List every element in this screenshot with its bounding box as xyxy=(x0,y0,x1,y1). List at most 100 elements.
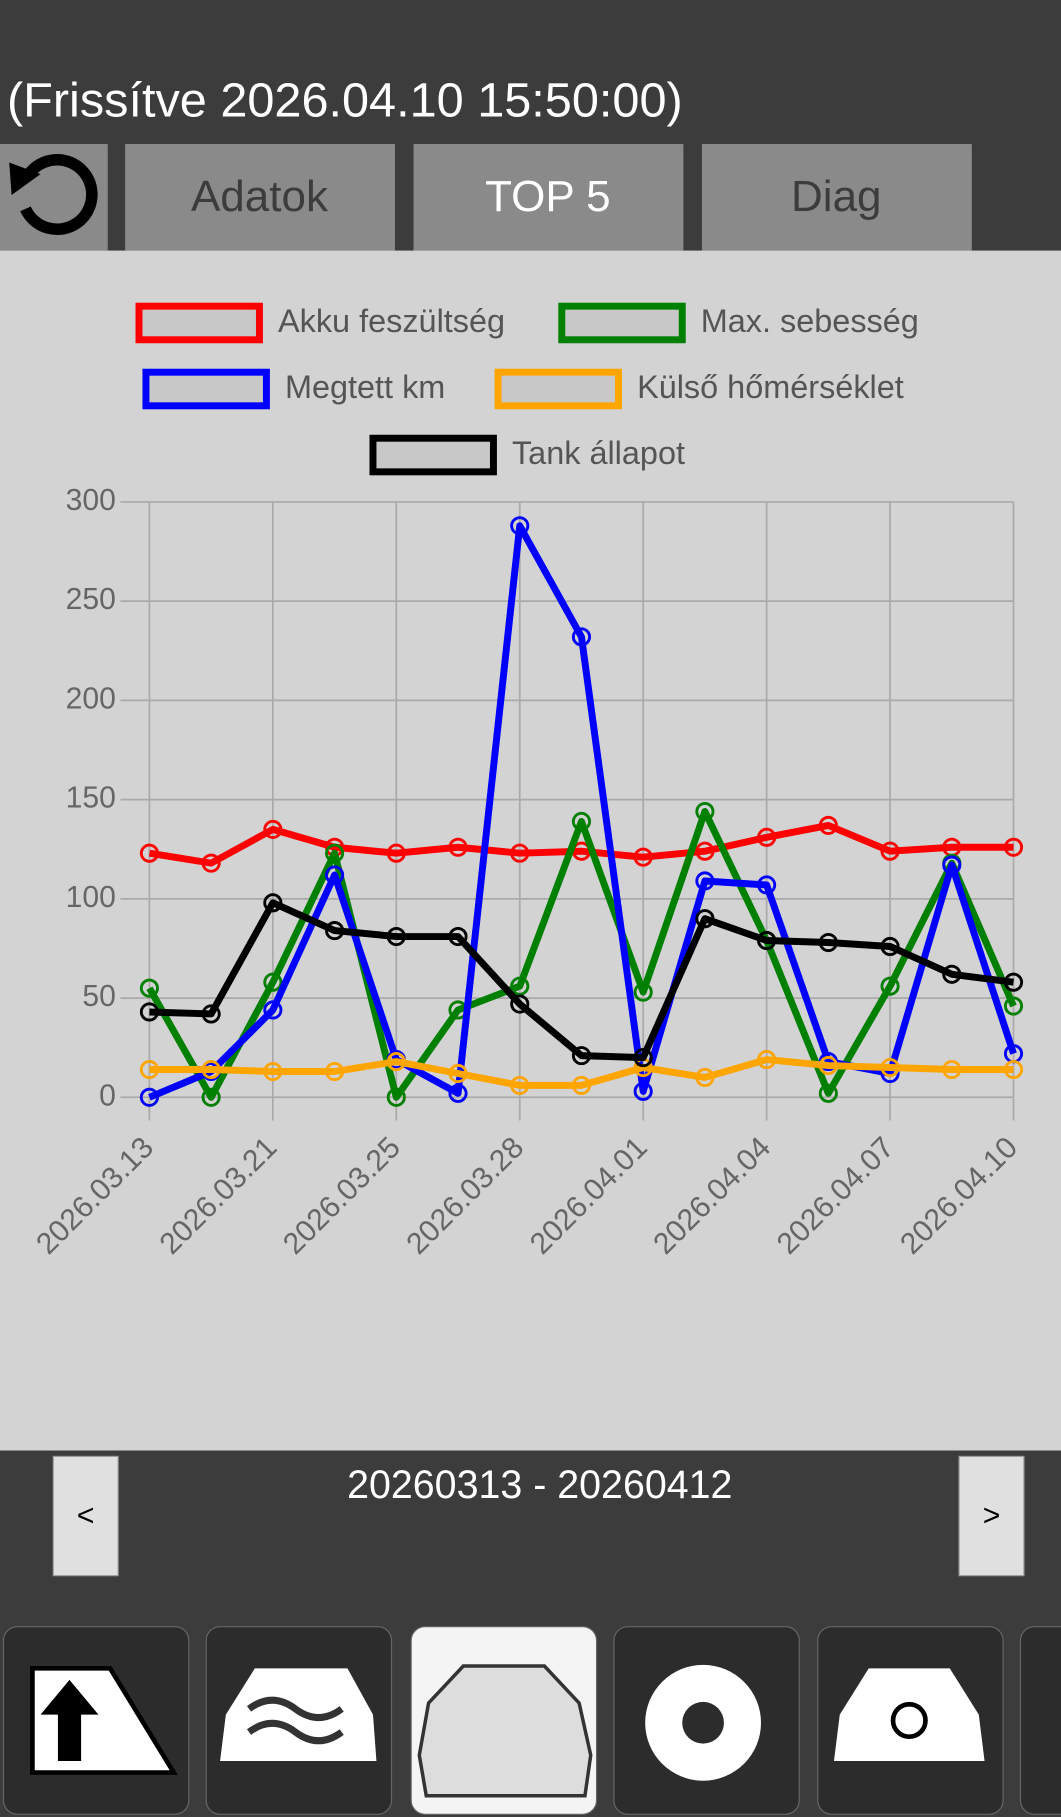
data-point xyxy=(139,1087,159,1107)
tab-label[interactable]: Diag xyxy=(791,172,882,221)
data-point xyxy=(880,1057,900,1078)
data-point xyxy=(757,1050,777,1070)
y-tick-label: 50 xyxy=(82,980,116,1013)
tab-bg[interactable] xyxy=(125,144,395,251)
data-point xyxy=(386,926,406,947)
data-point xyxy=(510,994,530,1014)
data-point xyxy=(263,1000,283,1020)
next-label[interactable]: > xyxy=(983,1500,1001,1533)
data-point xyxy=(510,516,530,536)
data-point xyxy=(1003,837,1024,857)
y-tick-label: 250 xyxy=(66,583,116,616)
y-tick-label: 200 xyxy=(66,682,116,715)
data-point xyxy=(818,1083,838,1103)
data-point xyxy=(510,976,530,996)
updated-title: (Frissítve 2026.04.10 15:50:00) xyxy=(7,73,683,127)
back-icon xyxy=(20,154,98,236)
data-point xyxy=(325,843,345,863)
data-point xyxy=(201,1004,221,1024)
data-point xyxy=(633,1081,653,1101)
data-point xyxy=(757,875,777,895)
y-tick-label: 100 xyxy=(66,881,116,914)
data-point xyxy=(1003,972,1024,992)
back-button[interactable] xyxy=(0,144,108,251)
legend-label: Tank állapot xyxy=(512,435,685,471)
data-point xyxy=(448,926,468,947)
data-point xyxy=(633,1048,653,1068)
legend-label: Akku feszültség xyxy=(278,303,505,339)
data-point xyxy=(201,1087,221,1107)
legend-swatch xyxy=(558,302,686,344)
nav-icon xyxy=(890,1701,928,1739)
legend-label: Megtett km xyxy=(285,369,445,405)
data-point xyxy=(201,853,221,873)
tab-bg[interactable] xyxy=(701,144,972,251)
data-point xyxy=(139,843,159,863)
nav-icon xyxy=(246,1696,344,1745)
data-point xyxy=(448,1063,468,1084)
data-point xyxy=(571,811,592,832)
legend-swatch xyxy=(369,434,497,476)
data-point xyxy=(1003,1059,1024,1080)
tab-label[interactable]: TOP 5 xyxy=(485,172,611,221)
data-point xyxy=(695,1067,715,1088)
data-point xyxy=(880,936,900,957)
data-point xyxy=(880,976,900,996)
data-point xyxy=(139,978,159,998)
tab-label[interactable]: Adatok xyxy=(191,172,329,221)
data-point xyxy=(942,1059,962,1080)
data-point xyxy=(325,1061,345,1082)
back-arrow xyxy=(9,162,41,195)
series-line xyxy=(146,808,1017,1101)
y-tick-label: 0 xyxy=(99,1079,116,1112)
legend-swatch xyxy=(135,302,263,344)
prev-label[interactable]: < xyxy=(77,1500,95,1533)
data-point xyxy=(695,871,715,891)
data-point xyxy=(325,921,345,941)
data-point xyxy=(263,972,283,992)
y-tick-label: 150 xyxy=(66,782,116,815)
data-point xyxy=(942,855,962,875)
data-point xyxy=(510,1075,530,1095)
data-point xyxy=(757,930,777,951)
data-point xyxy=(695,801,715,822)
data-point xyxy=(1003,996,1024,1016)
data-point xyxy=(942,964,962,984)
data-point xyxy=(139,1002,159,1022)
range-label: 20260313 - 20260412 xyxy=(347,1463,732,1507)
legend-swatch xyxy=(494,368,623,410)
data-point xyxy=(818,815,838,835)
bottom-nav xyxy=(2,1626,1061,1815)
nav-icon xyxy=(417,1664,593,1798)
data-point xyxy=(386,843,406,863)
legend-label: Max. sebesség xyxy=(701,303,919,339)
series-line xyxy=(148,821,1014,867)
data-point xyxy=(695,841,715,861)
series-line xyxy=(149,899,1014,1062)
data-point xyxy=(201,1059,221,1080)
data-point xyxy=(818,1055,838,1076)
data-point xyxy=(633,847,653,867)
data-point xyxy=(571,1046,592,1066)
data-point xyxy=(139,1059,159,1080)
nav-icon xyxy=(40,1679,99,1762)
tab-bg[interactable] xyxy=(413,144,684,251)
data-point xyxy=(633,982,653,1002)
data-point xyxy=(448,1083,468,1103)
data-point xyxy=(818,932,838,953)
data-point xyxy=(263,1061,283,1082)
data-point xyxy=(448,837,468,857)
data-point xyxy=(695,909,715,929)
data-point xyxy=(757,827,777,847)
legend-label: Külső hőmérséklet xyxy=(637,369,904,405)
data-point xyxy=(386,1087,406,1107)
data-point xyxy=(325,865,345,885)
data-point xyxy=(263,893,283,913)
data-point xyxy=(880,841,900,861)
prev-button[interactable] xyxy=(52,1455,119,1577)
nav-button[interactable] xyxy=(1019,1626,1061,1815)
next-button[interactable] xyxy=(958,1455,1025,1577)
nav-icon xyxy=(682,1701,724,1744)
